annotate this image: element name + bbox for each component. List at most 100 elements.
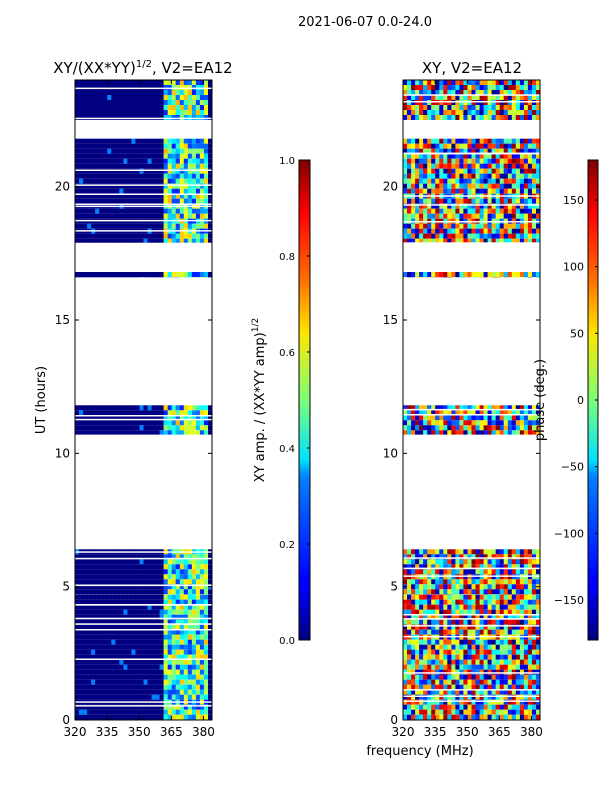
heatmap-cell xyxy=(103,674,108,680)
heatmap-row xyxy=(403,203,540,209)
heatmap-row xyxy=(75,420,212,426)
heatmap-cell xyxy=(203,168,209,174)
heatmap-cell xyxy=(195,233,201,239)
heatmap-cell xyxy=(439,430,444,435)
heatmap-cell xyxy=(107,659,112,665)
heatmap-cell xyxy=(123,574,128,580)
heatmap-cell xyxy=(519,609,525,615)
heatmap-cell xyxy=(75,624,80,630)
heatmap-cell xyxy=(127,430,132,435)
heatmap-cell xyxy=(107,173,112,179)
heatmap-cell xyxy=(167,599,173,605)
heatmap-cell xyxy=(203,689,209,695)
heatmap-cell xyxy=(139,410,145,416)
heatmap-cell xyxy=(199,574,205,580)
heatmap-cell xyxy=(463,183,468,189)
heatmap-cell xyxy=(536,679,540,685)
heatmap-cell xyxy=(143,664,149,670)
heatmap-cell xyxy=(463,188,468,194)
heatmap-cell xyxy=(131,85,136,90)
heatmap-cell xyxy=(155,714,161,720)
heatmap-cell xyxy=(75,415,80,421)
heatmap-cell xyxy=(159,100,165,105)
heatmap-cell xyxy=(199,629,205,635)
heatmap-cell xyxy=(487,188,493,194)
heatmap-cell xyxy=(139,564,145,570)
heatmap-cell xyxy=(507,714,513,720)
heatmap-cell xyxy=(499,699,505,705)
heatmap-cell xyxy=(87,629,92,635)
heatmap-cell xyxy=(167,168,173,174)
heatmap-cell xyxy=(135,105,140,110)
heatmap-cell xyxy=(459,604,464,610)
heatmap-row xyxy=(403,589,540,595)
heatmap-cell xyxy=(127,143,132,149)
heatmap-cell xyxy=(139,674,145,680)
heatmap-cell xyxy=(139,659,145,665)
heatmap-cell xyxy=(451,654,456,660)
heatmap-cell xyxy=(479,168,485,174)
heatmap-cell xyxy=(427,158,432,164)
heatmap-cell xyxy=(179,148,185,154)
heatmap-cell xyxy=(79,188,84,194)
heatmap-cell xyxy=(423,203,428,209)
heatmap-cell xyxy=(179,674,185,680)
heatmap-cell xyxy=(143,679,149,685)
heatmap-cell xyxy=(179,644,185,650)
heatmap-cell xyxy=(463,203,468,209)
heatmap-cell xyxy=(79,584,84,590)
heatmap-cell xyxy=(119,554,124,560)
heatmap-cell xyxy=(407,584,412,590)
heatmap-cell xyxy=(103,644,108,650)
heatmap-cell xyxy=(195,589,201,595)
heatmap-cell xyxy=(407,664,412,670)
heatmap-cell xyxy=(463,410,468,416)
heatmap-cell xyxy=(87,425,92,431)
heatmap-cell xyxy=(159,674,165,680)
heatmap-cell xyxy=(131,223,136,229)
heatmap-cell xyxy=(151,115,157,120)
heatmap-cell xyxy=(91,193,96,199)
heatmap-cell xyxy=(107,148,112,154)
heatmap-cell xyxy=(183,709,189,715)
heatmap-cell xyxy=(455,148,460,154)
heatmap-cell xyxy=(495,704,501,710)
heatmap-cell xyxy=(115,85,120,90)
heatmap-cell xyxy=(147,644,153,650)
heatmap-cell xyxy=(87,80,92,85)
heatmap-cell xyxy=(435,85,440,90)
heatmap-cell xyxy=(203,679,209,685)
heatmap-cell xyxy=(191,420,197,426)
heatmap-cell xyxy=(183,614,189,620)
heatmap-cell xyxy=(199,614,205,620)
heatmap-row xyxy=(403,709,540,715)
heatmap-cell xyxy=(431,425,436,431)
heatmap-cell xyxy=(467,639,473,645)
heatmap-cell xyxy=(199,604,205,610)
heatmap-cell xyxy=(443,272,448,277)
heatmap-cell xyxy=(143,554,149,560)
heatmap-cell xyxy=(515,624,521,630)
heatmap-cell xyxy=(119,714,124,720)
heatmap-cell xyxy=(179,193,185,199)
heatmap-cell xyxy=(183,704,189,710)
heatmap-cell xyxy=(439,604,444,610)
heatmap-cell xyxy=(195,193,201,199)
heatmap-cell xyxy=(435,589,440,595)
heatmap-cell xyxy=(183,609,189,615)
heatmap-cell xyxy=(447,699,452,705)
heatmap-cell xyxy=(491,654,497,660)
heatmap-cell xyxy=(159,609,165,615)
heatmap-cell xyxy=(103,410,108,416)
heatmap-cell xyxy=(171,629,177,635)
heatmap-cell xyxy=(103,599,108,605)
heatmap-cell xyxy=(107,420,112,426)
heatmap-cell xyxy=(487,674,493,680)
heatmap-cell xyxy=(95,684,100,690)
heatmap-cell xyxy=(199,198,205,204)
heatmap-cell xyxy=(199,425,205,431)
heatmap-cell xyxy=(95,158,100,164)
heatmap-cell xyxy=(415,188,420,194)
heatmap-cell xyxy=(119,223,124,229)
heatmap-cell xyxy=(107,110,112,115)
